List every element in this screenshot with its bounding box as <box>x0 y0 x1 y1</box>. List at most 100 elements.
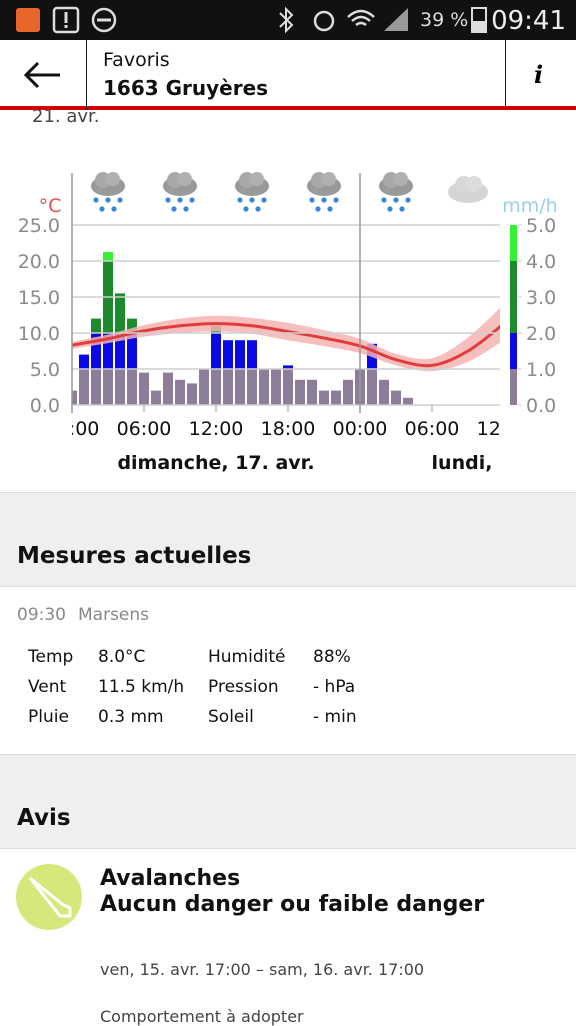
precip-bar <box>115 369 125 405</box>
measure-label: Soleil <box>208 707 254 727</box>
precip-bar <box>115 293 125 333</box>
precip-bar <box>91 318 101 333</box>
precip-bar <box>295 379 305 405</box>
measure-label: Temp <box>28 647 74 667</box>
precip-bar <box>72 390 77 405</box>
y-tick-label: 25.0 <box>18 215 60 237</box>
measure-label: Pression <box>208 677 279 697</box>
info-button[interactable]: i <box>534 60 544 89</box>
notice-period: ven, 15. avr. 17:00 – sam, 16. avr. 17:0… <box>100 960 425 979</box>
precip-bar <box>115 333 125 369</box>
precip-bar <box>367 369 377 405</box>
precip-bar <box>187 383 197 405</box>
precip-bar <box>403 397 413 405</box>
precip-bar <box>223 369 233 405</box>
section-header: Avis <box>0 755 576 848</box>
measure-time: 09:30 <box>17 605 66 625</box>
section-header: Mesures actuelles <box>0 493 576 586</box>
previous-date: 21. avr. <box>32 106 100 127</box>
y2-tick-label: 0.0 <box>526 395 556 417</box>
precip-bar <box>391 390 401 405</box>
dnd-icon <box>91 7 117 33</box>
station: Marsens <box>78 605 150 625</box>
y-tick-label: 15.0 <box>18 287 60 309</box>
location: 1663 Gruyères <box>103 76 269 100</box>
weather-icons <box>91 172 488 212</box>
title: Favoris <box>103 49 170 71</box>
measure-value: - hPa <box>313 677 356 697</box>
forecast-chart: °C mm/h 0.0 5.0 10.0 15.0 20.0 25.0 0.0 1.0 2.0 3.0… <box>18 172 558 474</box>
precip-bar <box>127 318 137 333</box>
color-scale <box>510 333 517 369</box>
day-label: lundi, <box>432 452 493 474</box>
toolbar: Favoris 1663 Gruyères i <box>0 40 576 110</box>
precip-bar <box>235 369 245 405</box>
precip-bar <box>235 340 245 369</box>
y2-tick-label: 5.0 <box>526 215 556 237</box>
x-tick-label: 18:00 <box>261 418 316 440</box>
measure-value: 11.5 km/h <box>98 677 185 697</box>
precip-bar <box>211 333 221 369</box>
precip-bar <box>79 369 89 405</box>
precip-bar <box>271 369 281 405</box>
x-tick-label: 06:00 <box>117 418 172 440</box>
measure-label: Vent <box>28 677 67 697</box>
precip-bar <box>163 372 173 405</box>
y-tick-label: 5.0 <box>30 359 60 381</box>
color-scale <box>510 225 517 261</box>
color-scale <box>510 261 517 333</box>
precip-bar <box>283 369 293 405</box>
alarm-icon <box>313 10 335 32</box>
y2-tick-label: 4.0 <box>526 251 556 273</box>
day-label: dimanche, 17. avr. <box>117 452 314 474</box>
measure-value: 0.3 mm <box>98 707 164 727</box>
precip-bar <box>127 369 137 405</box>
temperature-band <box>72 308 500 372</box>
precip-bar <box>103 333 113 369</box>
precip-bar <box>103 252 113 261</box>
precip-bar <box>223 340 233 369</box>
alert-icon <box>52 6 80 34</box>
y-tick-label: 20.0 <box>18 251 60 273</box>
notice-level[interactable]: Aucun danger ou faible danger <box>100 892 485 917</box>
wifi-icon <box>347 9 375 27</box>
y2-tick-label: 2.0 <box>526 323 556 345</box>
precip-bar <box>127 333 137 369</box>
precip-bar <box>79 354 89 369</box>
avalanche-icon <box>16 864 82 930</box>
y2-unit: mm/h <box>502 195 557 217</box>
measure-label: Humidité <box>208 647 286 667</box>
precip-bar <box>211 369 221 405</box>
y-tick-label: 0.0 <box>30 395 60 417</box>
plot-area <box>72 252 500 405</box>
y2-tick-label: 1.0 <box>526 359 556 381</box>
measure-label: Pluie <box>28 707 69 727</box>
x-tick-label: 12:00 <box>477 418 532 440</box>
signal-icon <box>384 8 408 31</box>
back-button[interactable] <box>0 40 86 110</box>
precip-bar <box>343 379 353 405</box>
precip-bar <box>247 340 257 369</box>
precip-bar <box>319 390 329 405</box>
section-title: Avis <box>17 805 71 831</box>
precip-bar <box>307 379 317 405</box>
y-unit: °C <box>39 195 62 217</box>
measure-value: 8.0°C <box>98 647 146 667</box>
status-bar: 39 % 09:41 <box>0 0 576 40</box>
precip-bar <box>151 390 161 405</box>
bluetooth-icon <box>279 6 294 34</box>
x-tick-label: 12:00 <box>189 418 244 440</box>
y-tick-label: 10.0 <box>18 323 60 345</box>
section-title: Mesures actuelles <box>17 543 252 569</box>
precip-bar <box>331 390 341 405</box>
precip-bar <box>139 372 149 405</box>
notice-action[interactable]: Comportement à adopter <box>100 1007 304 1026</box>
precip-bar <box>283 365 293 369</box>
measure-value: - min <box>313 707 357 727</box>
x-tick-label: 00:00 <box>45 418 100 440</box>
notice-title[interactable]: Avalanches <box>100 866 241 891</box>
color-scale <box>510 369 517 405</box>
precip-bar <box>91 333 101 369</box>
measure-value: 88% <box>313 647 351 667</box>
